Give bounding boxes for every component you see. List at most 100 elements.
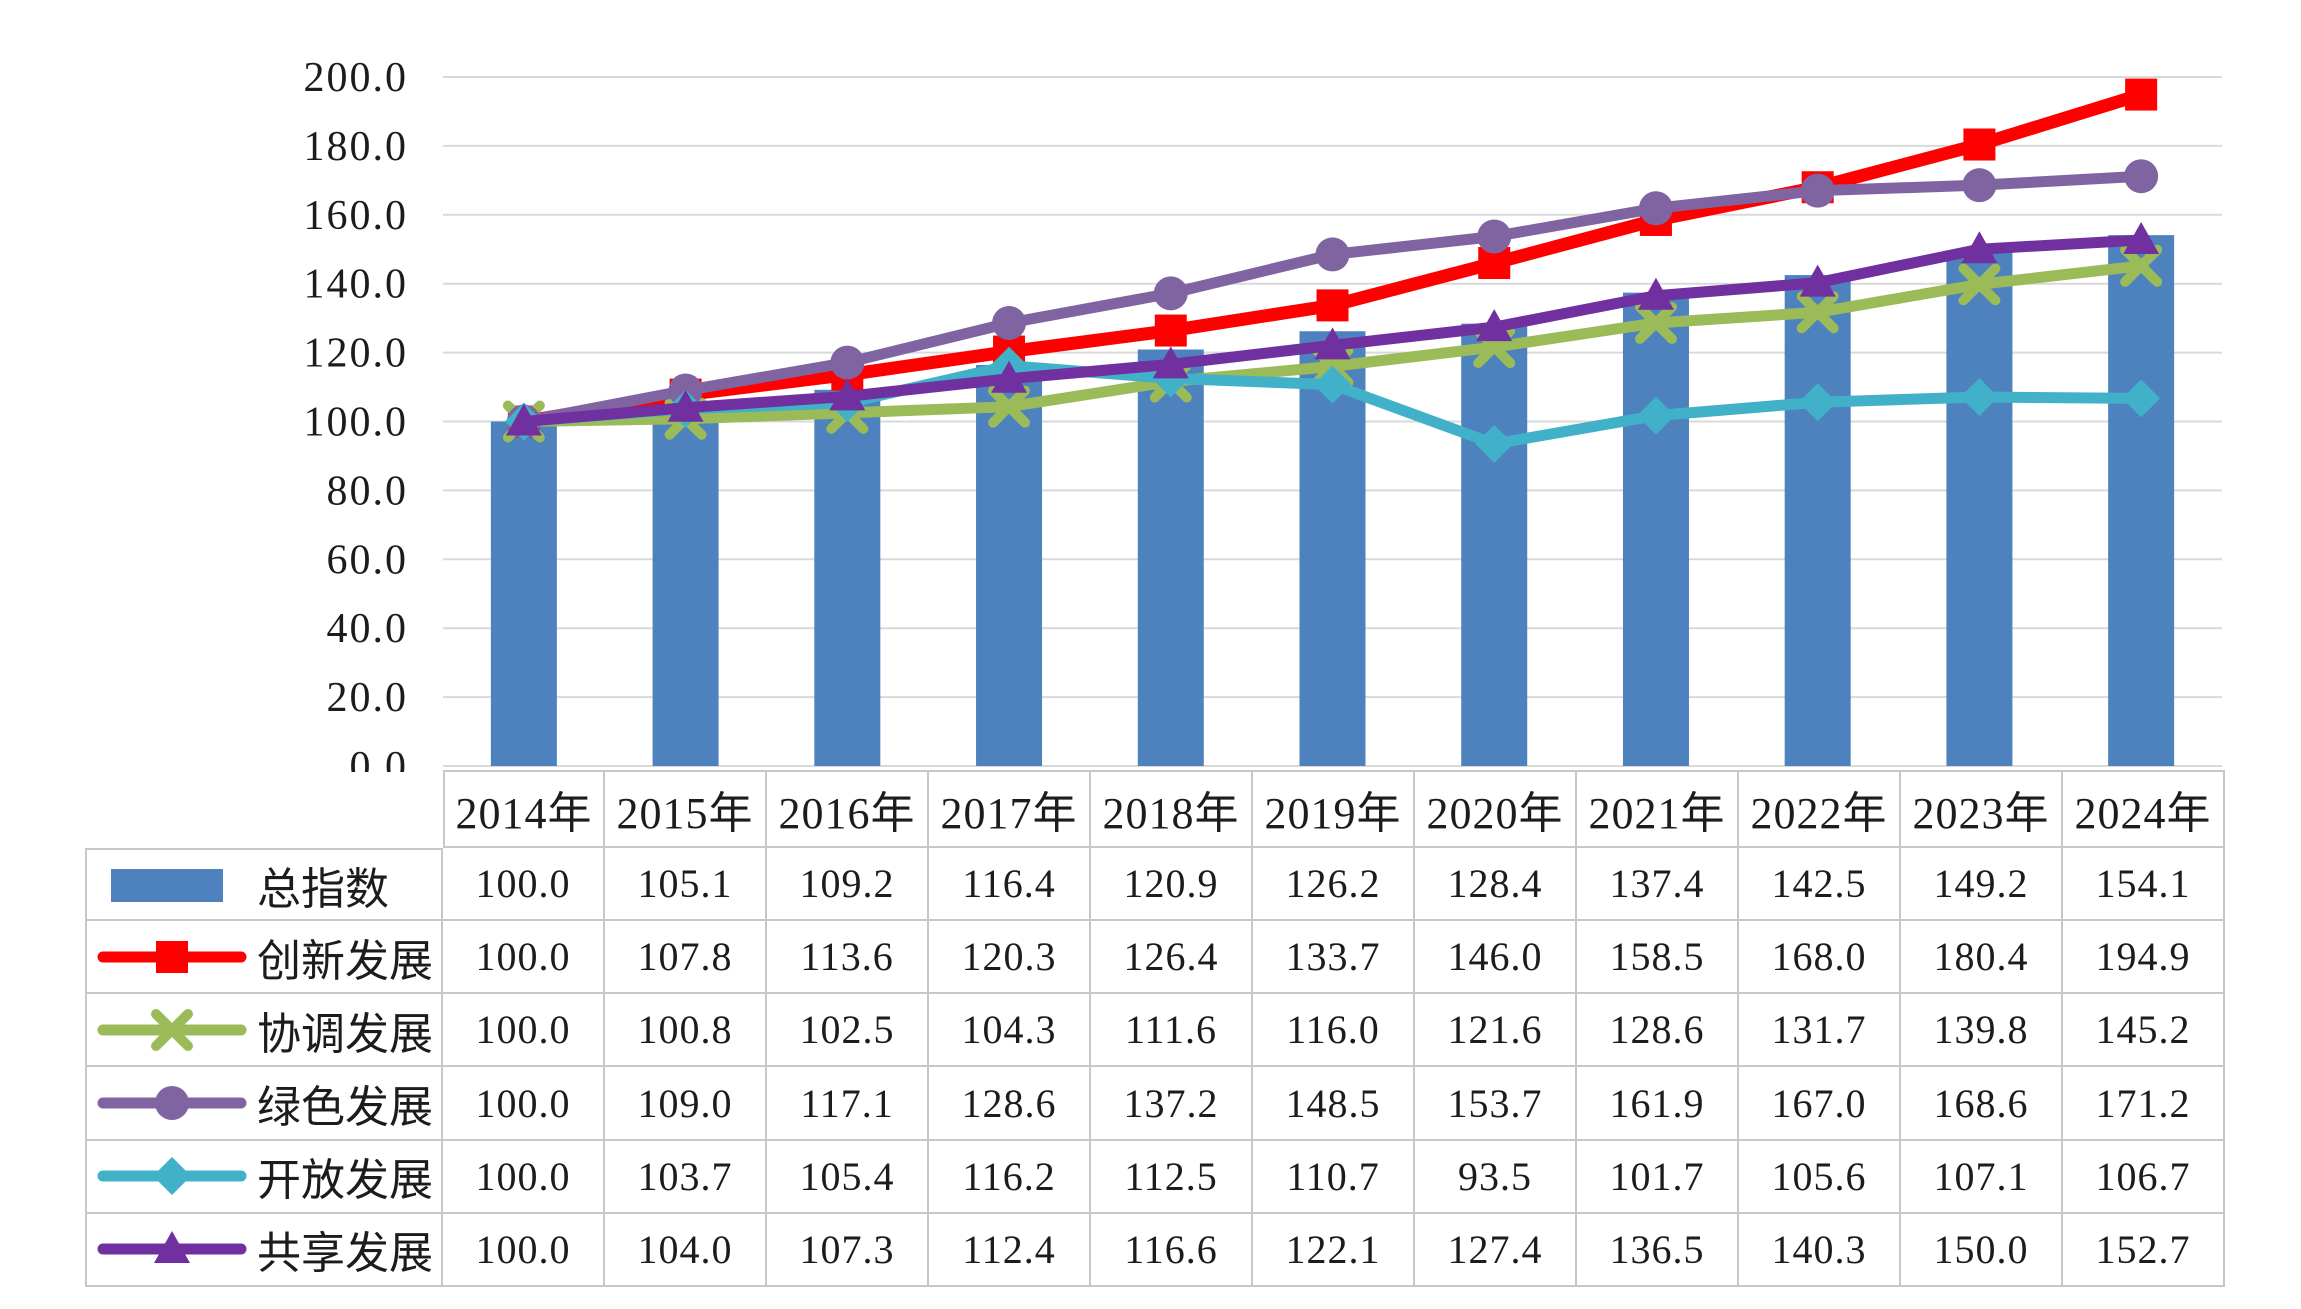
- value-协调发展-2015年: 100.8: [605, 994, 767, 1068]
- value-协调发展-2022年: 131.7: [1739, 994, 1901, 1068]
- square-marker-icon: [1316, 289, 1349, 322]
- value-共享发展-2020年: 127.4: [1415, 1213, 1577, 1287]
- value-创新发展-2023年: 180.4: [1901, 921, 2063, 995]
- value-创新发展-2017年: 120.3: [929, 921, 1091, 995]
- value-协调发展-2016年: 102.5: [767, 994, 929, 1068]
- bar-总指数-2014年: [490, 421, 557, 766]
- value-共享发展-2022年: 140.3: [1739, 1213, 1901, 1287]
- circle-marker-icon: [1315, 237, 1350, 272]
- circle-marker-icon: [1800, 173, 1835, 208]
- series-name: 开放发展: [257, 1156, 433, 1206]
- chart-data-table: 2014年 2015年 2016年 2017年 2018年 2019年 2020年 2021年…: [85, 770, 2225, 1287]
- circle-marker-icon: [1962, 168, 1997, 203]
- value-共享发展-2019年: 122.1: [1253, 1213, 1415, 1287]
- triangle-marker-icon: [2123, 221, 2160, 254]
- value-总指数-2018年: 120.9: [1091, 848, 1253, 922]
- y-axis-tick-label: 80.0: [327, 468, 409, 514]
- legend-swatch-diamond: [97, 1157, 247, 1196]
- square-marker-icon: [1963, 128, 1996, 161]
- triangle-marker-icon: [1152, 346, 1189, 379]
- year-header-2021年: 2021年: [1577, 770, 1739, 848]
- series-name: 共享发展: [257, 1229, 433, 1279]
- series-name: 总指数: [257, 864, 389, 914]
- value-创新发展-2018年: 126.4: [1091, 921, 1253, 995]
- value-共享发展-2018年: 116.6: [1091, 1213, 1253, 1287]
- value-开放发展-2018年: 112.5: [1091, 1140, 1253, 1214]
- square-marker-icon: [156, 940, 188, 973]
- series-name: 绿色发展: [257, 1083, 433, 1133]
- circle-marker-icon: [2124, 159, 2159, 194]
- bar-总指数-2023年: [1946, 252, 2013, 767]
- value-协调发展-2014年: 100.0: [443, 994, 605, 1068]
- value-协调发展-2020年: 121.6: [1415, 994, 1577, 1068]
- value-总指数-2021年: 137.4: [1577, 848, 1739, 922]
- year-header-2016年: 2016年: [767, 770, 929, 848]
- legend-cell-共享发展: 共享发展: [85, 1213, 443, 1287]
- legend-swatch-circle: [97, 1086, 247, 1121]
- square-marker-icon: [2125, 78, 2158, 111]
- value-创新发展-2016年: 113.6: [767, 921, 929, 995]
- circle-marker-icon: [1477, 219, 1512, 254]
- year-header-2017年: 2017年: [929, 770, 1091, 848]
- x-marker-icon: [151, 1008, 193, 1051]
- circle-marker-icon: [992, 305, 1027, 340]
- triangle-marker-icon: [1476, 309, 1513, 342]
- value-开放发展-2024年: 106.7: [2063, 1140, 2225, 1214]
- bar-总指数-2016年: [814, 389, 881, 766]
- circle-marker-icon: [155, 1086, 189, 1121]
- value-共享发展-2016年: 107.3: [767, 1213, 929, 1287]
- value-绿色发展-2020年: 153.7: [1415, 1067, 1577, 1141]
- y-axis-tick-label: 140.0: [304, 262, 409, 308]
- value-开放发展-2015年: 103.7: [605, 1140, 767, 1214]
- value-协调发展-2017年: 104.3: [929, 994, 1091, 1068]
- triangle-marker-icon: [1799, 264, 1836, 297]
- year-header-2018年: 2018年: [1091, 770, 1253, 848]
- bar-总指数-2015年: [652, 403, 719, 766]
- y-axis-tick-label: 0.0: [350, 744, 409, 772]
- bar-总指数-2024年: [2108, 235, 2175, 767]
- legend-cell-绿色发展: 绿色发展: [85, 1067, 443, 1141]
- diamond-marker-icon: [1313, 365, 1352, 404]
- value-开放发展-2016年: 105.4: [767, 1140, 929, 1214]
- value-开放发展-2021年: 101.7: [1577, 1140, 1739, 1214]
- x-marker-icon: [1634, 301, 1677, 344]
- triangle-marker-icon: [991, 360, 1028, 393]
- legend-swatch-bar: [111, 868, 223, 902]
- value-创新发展-2020年: 146.0: [1415, 921, 1577, 995]
- value-共享发展-2017年: 112.4: [929, 1213, 1091, 1287]
- value-创新发展-2022年: 168.0: [1739, 921, 1901, 995]
- value-绿色发展-2022年: 167.0: [1739, 1067, 1901, 1141]
- value-总指数-2019年: 126.2: [1253, 848, 1415, 922]
- value-协调发展-2021年: 128.6: [1577, 994, 1739, 1068]
- bar-总指数-2022年: [1784, 275, 1851, 766]
- value-总指数-2024年: 154.1: [2063, 848, 2225, 922]
- value-创新发展-2015年: 107.8: [605, 921, 767, 995]
- legend-cell-总指数: 总指数: [85, 848, 443, 922]
- value-绿色发展-2023年: 168.6: [1901, 1067, 2063, 1141]
- bar-总指数-2017年: [976, 365, 1043, 766]
- legend-swatch-triangle: [97, 1231, 247, 1264]
- value-总指数-2016年: 109.2: [767, 848, 929, 922]
- year-header-2023年: 2023年: [1901, 770, 2063, 848]
- value-共享发展-2021年: 136.5: [1577, 1213, 1739, 1287]
- x-marker-icon: [1796, 291, 1839, 334]
- bar-总指数-2018年: [1137, 349, 1204, 766]
- value-绿色发展-2014年: 100.0: [443, 1067, 605, 1141]
- bar-总指数-2020年: [1461, 323, 1528, 766]
- value-共享发展-2023年: 150.0: [1901, 1213, 2063, 1287]
- bar-swatch-icon: [111, 868, 223, 902]
- bar-总指数-2021年: [1622, 292, 1689, 766]
- y-axis-tick-label: 180.0: [304, 124, 409, 170]
- legend-swatch-x: [97, 1008, 247, 1051]
- legend-cell-创新发展: 创新发展: [85, 921, 443, 995]
- value-开放发展-2017年: 116.2: [929, 1140, 1091, 1214]
- table-corner-cell: [85, 770, 443, 848]
- value-开放发展-2014年: 100.0: [443, 1140, 605, 1214]
- value-总指数-2020年: 128.4: [1415, 848, 1577, 922]
- value-创新发展-2024年: 194.9: [2063, 921, 2225, 995]
- year-header-2020年: 2020年: [1415, 770, 1577, 848]
- value-绿色发展-2024年: 171.2: [2063, 1067, 2225, 1141]
- bar-总指数-2019年: [1299, 331, 1366, 766]
- value-开放发展-2022年: 105.6: [1739, 1140, 1901, 1214]
